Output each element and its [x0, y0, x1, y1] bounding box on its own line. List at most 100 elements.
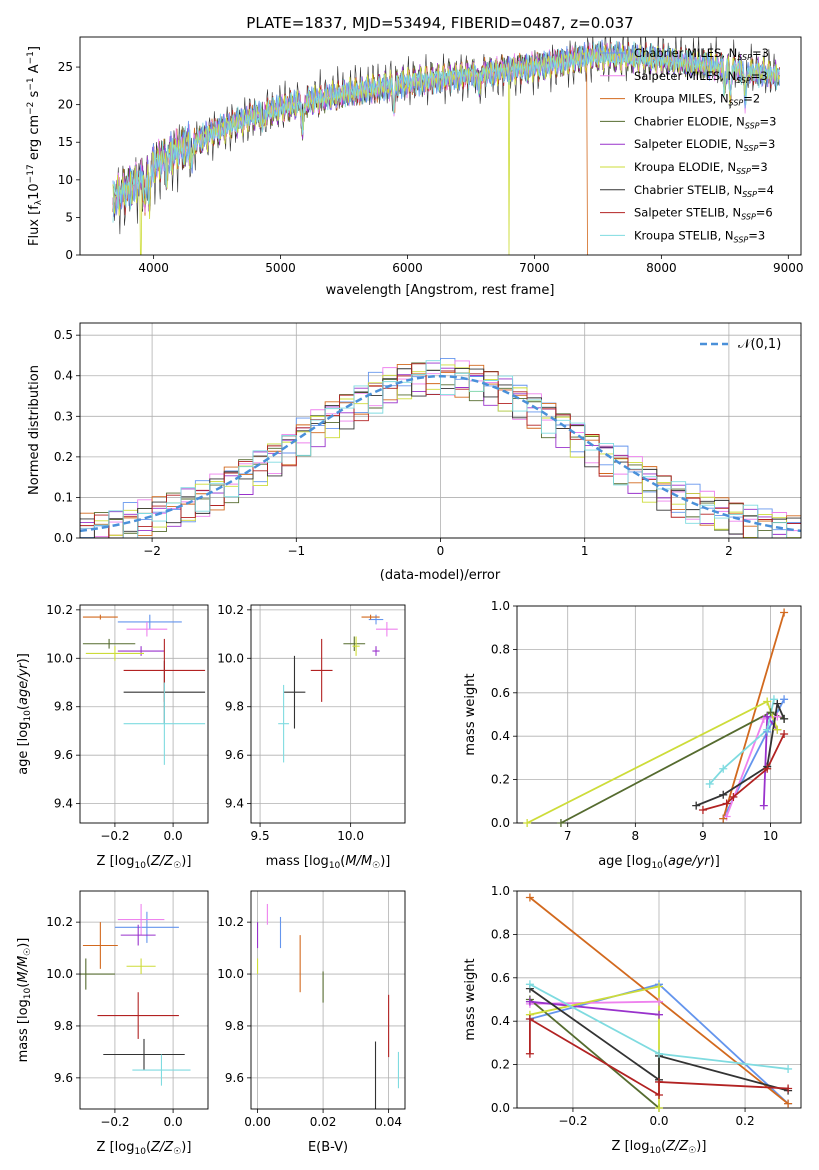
- plot-area-mass-vs-EBV: [257, 903, 399, 1109]
- y-tick-label: 0.8: [491, 927, 510, 941]
- weight-line-2: [722, 612, 785, 819]
- weight-marker: [719, 764, 728, 773]
- axes-residuals: −2 −1 0 1 2 0.0 0.1 0.2 0.3 0.4 0.5 (data-model)/er…: [27, 322, 802, 583]
- x-tick-label: −0.2: [558, 1114, 587, 1128]
- y-tick-label: 0.6: [491, 686, 510, 700]
- y-tick-label: 0.3: [54, 409, 73, 423]
- weight-marker: [763, 712, 772, 721]
- y-tick-label: 10.2: [217, 603, 244, 617]
- x-tick-label: 4000: [138, 261, 169, 275]
- x-tick-label: 0.2: [736, 1114, 755, 1128]
- weight-marker: [780, 730, 789, 739]
- x-tick-label: 0.0: [164, 829, 183, 843]
- y-tick-label: 0.4: [491, 1014, 510, 1028]
- weight-marker: [655, 1077, 663, 1086]
- errorbar-point-4: [372, 646, 380, 656]
- y-tick-label: 10.0: [217, 967, 244, 981]
- x-tick-label: 10: [763, 829, 778, 843]
- x-tick-label: 0.0: [649, 1114, 668, 1128]
- plot-area-age-vs-mass: [278, 614, 398, 763]
- weight-marker: [773, 699, 782, 708]
- y-tick-label: 0.2: [491, 773, 510, 787]
- y-tick-label: 0: [65, 248, 73, 262]
- errorbar-point-2: [82, 922, 118, 969]
- errorbar-point-1: [376, 621, 398, 637]
- x-tick-label: 9000: [773, 261, 804, 275]
- weight-marker: [705, 779, 714, 788]
- x-tick-label: −0.2: [100, 829, 129, 843]
- x-tick-label: 2: [725, 544, 733, 558]
- errorbar-point-0: [117, 614, 182, 630]
- axes-frame: [250, 890, 406, 1110]
- errorbar-point-1: [117, 903, 165, 936]
- y-tick-label: 0.5: [54, 328, 73, 342]
- legend-label: Salpeter ELODIE, NSSP=3: [634, 137, 775, 153]
- y-tick-label: 10.2: [46, 915, 73, 929]
- x-axis-label: Z [log10(Z/Z☉)]: [97, 854, 192, 871]
- weight-marker: [763, 697, 772, 706]
- y-tick-label: 0.0: [491, 816, 510, 830]
- legend-label: Chabrier MILES, NSSP=3: [634, 46, 769, 62]
- weight-marker: [698, 805, 707, 814]
- x-tick-label: 0.0: [164, 1115, 183, 1129]
- errorbar-point-8: [278, 684, 290, 763]
- axes-frame: [79, 890, 209, 1110]
- errorbar-point-5: [85, 646, 144, 661]
- y-tick-label: 9.8: [225, 1019, 244, 1033]
- errorbar-point-8: [123, 682, 206, 765]
- spectrum-line-5: [112, 44, 780, 255]
- weight-marker: [525, 997, 534, 1006]
- x-tick-label: 7000: [519, 261, 550, 275]
- weight-marker: [523, 819, 532, 827]
- x-tick-label: 0: [437, 544, 445, 558]
- x-axis-label: age [log10(age/yr)]: [598, 854, 720, 871]
- x-tick-label: 1: [581, 544, 589, 558]
- plot-area-age-vs-Z: [82, 614, 206, 765]
- y-tick-label: 5: [65, 210, 73, 224]
- errorbar-point-4: [117, 646, 165, 656]
- x-tick-label: 0.00: [244, 1115, 271, 1129]
- axes-mass-weight-vs-age: 7 8 9 10 0.0 0.2 0.4 0.6 0.8 1.0 age [log10(age/yr…: [463, 599, 802, 871]
- errorbar-point-2: [82, 614, 118, 620]
- x-tick-label: 9.5: [251, 829, 270, 843]
- errorbar-point-1: [126, 621, 168, 637]
- weight-marker: [655, 1090, 663, 1099]
- weight-marker: [525, 893, 534, 902]
- weight-marker: [763, 725, 772, 734]
- x-tick-label: −1: [287, 544, 305, 558]
- errorbar-point-2: [361, 614, 380, 620]
- weight-marker: [780, 695, 789, 704]
- axes-mass-weight-vs-Z: −0.2 0.0 0.2 0.0 0.2 0.4 0.6 0.8 1.0 Z [log10(Z/Z…: [463, 884, 802, 1156]
- weight-marker: [780, 714, 789, 723]
- y-tick-label: 10.2: [217, 915, 244, 929]
- y-tick-label: 0.1: [54, 490, 73, 504]
- weight-marker: [784, 1099, 793, 1108]
- weight-marker: [769, 695, 778, 704]
- y-tick-label: 9.4: [54, 797, 73, 811]
- y-tick-label: 9.6: [225, 748, 244, 762]
- weight-marker: [525, 1015, 534, 1024]
- weight-marker: [729, 792, 738, 801]
- errorbar-point-4: [120, 924, 156, 946]
- x-axis-label: (data-model)/error: [380, 568, 501, 583]
- x-tick-label: −0.2: [100, 1115, 129, 1129]
- weight-marker: [719, 814, 728, 823]
- weight-marker: [759, 801, 768, 810]
- x-tick-label: 5000: [265, 261, 296, 275]
- weight-marker: [763, 764, 772, 773]
- weight-marker: [655, 1049, 663, 1058]
- axes-age-vs-mass: 9.5 10.0 9.4 9.6 9.8 10.0 10.2 mass [log10(M/M☉…: [217, 603, 406, 871]
- weight-marker: [655, 997, 663, 1006]
- x-tick-label: 10.0: [337, 829, 364, 843]
- weight-line-3: [529, 998, 660, 1108]
- y-tick-label: 0.2: [491, 1058, 510, 1072]
- y-tick-label: 20: [58, 98, 73, 112]
- weight-marker: [719, 790, 728, 799]
- axes-spectrum: 4000 5000 6000 7000 8000 9000 0 5 10 15 20 25 wavele…: [26, 36, 804, 298]
- x-tick-label: −2: [143, 544, 161, 558]
- weight-marker: [722, 799, 731, 808]
- legend-label: Chabrier STELIB, NSSP=4: [634, 183, 774, 199]
- y-tick-label: 9.4: [225, 797, 244, 811]
- normal-reference-curve: [80, 374, 801, 533]
- y-tick-label: 10.0: [217, 651, 244, 665]
